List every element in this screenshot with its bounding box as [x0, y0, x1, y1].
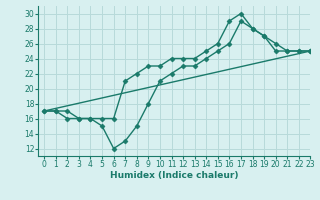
X-axis label: Humidex (Indice chaleur): Humidex (Indice chaleur) — [110, 171, 239, 180]
